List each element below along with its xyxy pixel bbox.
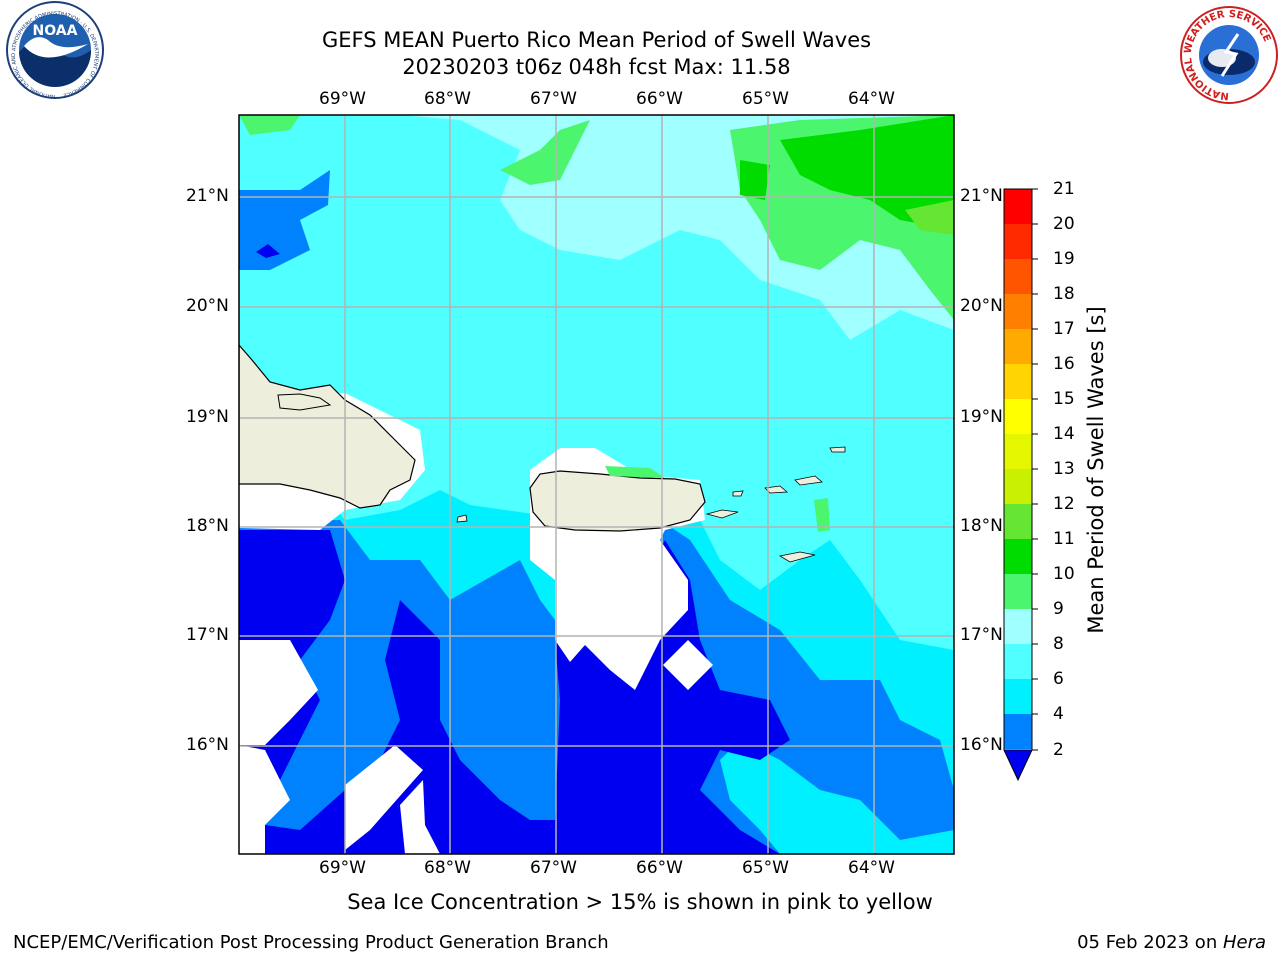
colorbar-tick-label: 13 (1053, 459, 1075, 479)
noaa-logo-icon: NOAA NATIONAL OCEANIC AND ATMOSPHERIC AD… (6, 1, 104, 99)
lat-label-left: 18°N (186, 516, 229, 536)
lon-label-bottom: 65°W (742, 858, 789, 878)
colorbar-tick-label: 8 (1053, 634, 1064, 654)
colorbar-tick-label: 15 (1053, 389, 1075, 409)
lat-label-right: 17°N (960, 625, 1003, 645)
lat-label-left: 19°N (186, 407, 229, 427)
lat-label-left: 20°N (186, 296, 229, 316)
lon-label-bottom: 69°W (319, 858, 366, 878)
colorbar-tick-label: 20 (1053, 214, 1075, 234)
map-gridlines (239, 115, 954, 854)
footer-branch: NCEP/EMC/Verification Post Processing Pr… (13, 932, 609, 953)
colorbar-tick-label: 21 (1053, 179, 1075, 199)
lon-label-top: 65°W (742, 89, 789, 109)
colorbar-tick-label: 17 (1053, 319, 1075, 339)
colorbar-tick-label: 2 (1053, 740, 1064, 760)
lat-label-left: 21°N (186, 186, 229, 206)
map-frame (238, 114, 955, 855)
lat-label-right: 16°N (960, 735, 1003, 755)
map-subtitle: 20230203 t06z 048h fcst Max: 11.58 (402, 55, 791, 79)
lon-label-top: 66°W (636, 89, 683, 109)
colorbar-tick-label: 11 (1053, 529, 1075, 549)
lon-label-bottom: 64°W (848, 858, 895, 878)
colorbar-tick-label: 12 (1053, 494, 1075, 514)
colorbar-tick-label: 18 (1053, 284, 1075, 304)
colorbar-tick-label: 14 (1053, 424, 1075, 444)
lon-label-top: 68°W (424, 89, 471, 109)
hispaniola-landmass (239, 344, 416, 509)
sea-ice-caption-text: Sea Ice Concentration > 15% is shown in … (347, 890, 933, 914)
noaa-logo-text: NOAA (33, 23, 78, 39)
map-title: GEFS MEAN Puerto Rico Mean Period of Swe… (321, 28, 872, 52)
colorbar-tick-label: 16 (1053, 354, 1075, 374)
lat-label-left: 16°N (186, 735, 229, 755)
colorbar (1003, 188, 1038, 782)
colorbar-tick-label: 19 (1053, 249, 1075, 269)
lon-label-bottom: 68°W (424, 858, 471, 878)
colorbar-tick-label: 4 (1053, 704, 1064, 724)
lon-label-bottom: 66°W (636, 858, 683, 878)
lat-label-left: 17°N (186, 625, 229, 645)
footer-machine: Hera (1222, 932, 1266, 953)
lat-label-right: 21°N (960, 186, 1003, 206)
period-10-11-region (780, 115, 954, 230)
swell-period-field (239, 115, 954, 854)
footer-date: 05 Feb 2023 on Hera (1077, 932, 1266, 953)
lon-label-top: 69°W (319, 89, 366, 109)
nws-logo-icon: NATIONAL WEATHER SERVICE (1180, 6, 1278, 104)
colorbar-title: Mean Period of Swell Waves [s] (1084, 306, 1108, 634)
lon-label-top: 64°W (848, 89, 895, 109)
footer-date-text: 05 Feb 2023 on (1077, 932, 1223, 953)
lat-label-right: 19°N (960, 407, 1003, 427)
lon-label-top: 67°W (530, 89, 577, 109)
lon-label-bottom: 67°W (530, 858, 577, 878)
lat-label-right: 18°N (960, 516, 1003, 536)
colorbar-tick-label: 9 (1053, 599, 1064, 619)
lat-label-right: 20°N (960, 296, 1003, 316)
colorbar-tick-label: 6 (1053, 669, 1064, 689)
colorbar-tick-label: 10 (1053, 564, 1075, 584)
